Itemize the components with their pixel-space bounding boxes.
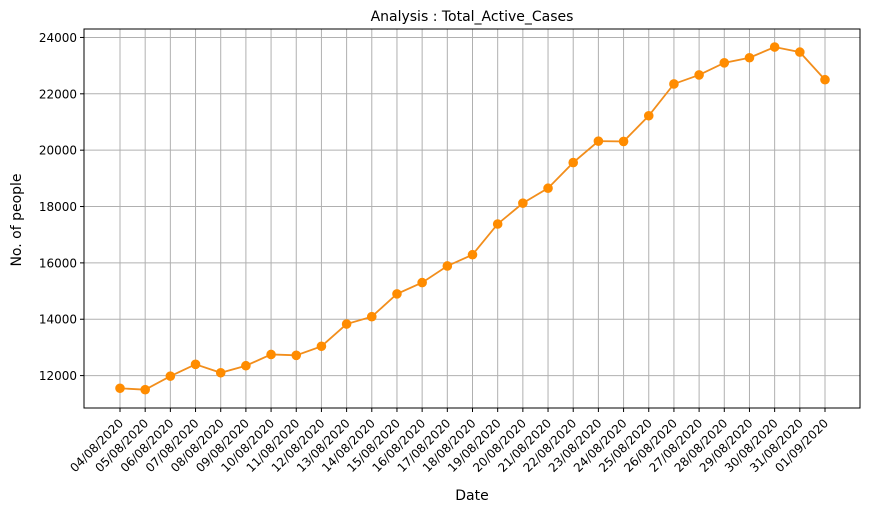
data-point xyxy=(366,311,377,322)
data-point xyxy=(266,349,276,360)
data-point xyxy=(190,359,201,370)
y-tick-label: 24000 xyxy=(39,31,77,45)
data-points xyxy=(115,42,830,395)
data-point xyxy=(820,74,830,85)
data-point xyxy=(694,70,704,80)
data-point xyxy=(492,219,503,229)
data-point xyxy=(215,367,226,378)
data-point xyxy=(618,136,629,147)
y-tick-label: 12000 xyxy=(39,369,77,383)
data-point xyxy=(291,350,302,361)
data-point xyxy=(719,58,730,68)
data-point xyxy=(241,360,251,371)
y-tick-label: 14000 xyxy=(39,313,77,327)
data-point xyxy=(165,371,176,381)
x-axis-title: Date xyxy=(455,488,488,504)
y-tick-label: 16000 xyxy=(39,256,77,270)
data-point xyxy=(392,289,402,299)
y-axis: 12000 14000 16000 18000 20000 22000 24000 xyxy=(39,31,84,383)
data-point xyxy=(140,384,150,395)
y-tick-label: 22000 xyxy=(39,87,77,101)
data-point xyxy=(417,277,427,288)
y-axis-title: No. of people xyxy=(9,173,25,266)
data-point xyxy=(316,341,327,352)
data-point xyxy=(744,52,755,63)
data-point xyxy=(467,249,478,260)
data-point xyxy=(518,198,528,208)
data-point xyxy=(593,136,604,146)
y-tick-label: 18000 xyxy=(39,200,77,214)
chart-title: Analysis : Total_Active_Cases xyxy=(371,9,574,25)
data-point xyxy=(341,319,352,329)
data-point xyxy=(795,47,805,57)
grid xyxy=(84,29,860,408)
data-point xyxy=(568,157,579,168)
x-axis: 04/08/202005/08/202006/08/202007/08/2020… xyxy=(67,408,831,475)
data-point xyxy=(442,261,453,271)
data-point xyxy=(115,383,125,394)
data-point xyxy=(543,183,553,194)
data-point xyxy=(669,79,679,89)
data-point xyxy=(769,42,780,52)
data-point xyxy=(643,110,654,121)
y-tick-label: 20000 xyxy=(39,144,77,158)
